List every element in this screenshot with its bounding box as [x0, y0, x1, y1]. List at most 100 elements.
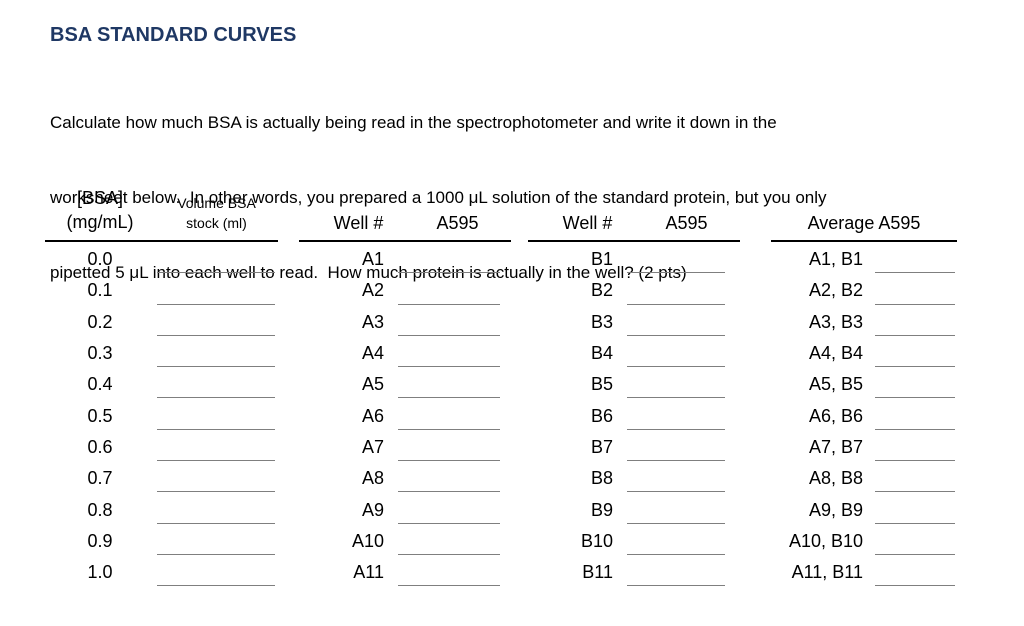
average-blank-line — [875, 428, 955, 430]
well-b-label: B6 — [590, 405, 613, 426]
a595-blank-line — [627, 491, 725, 493]
average-blank-line — [875, 397, 955, 399]
table-row: A2, B2 — [771, 275, 957, 306]
volume-blank-line — [157, 491, 275, 493]
well-a-rows: A1 A2 A3 A4 A5 A6 A7 — [299, 244, 511, 588]
well-a-label: A11 — [353, 562, 384, 583]
instructions-line: Calculate how much BSA is actually being… — [50, 113, 777, 132]
table-row: 0.2 — [45, 307, 278, 338]
a595-blank-line — [398, 491, 500, 493]
a595-blank-line — [627, 460, 725, 462]
average-blank-line — [875, 491, 955, 493]
volume-blank-line — [157, 585, 275, 587]
well-a-label: A3 — [361, 311, 384, 332]
average-wells-label: A3, B3 — [808, 311, 863, 332]
bsa-concentration-label: 0.3 — [87, 343, 113, 364]
table-row: A2 — [299, 275, 511, 306]
volume-header-line2: stock (ml) — [186, 215, 247, 231]
table-row: B10 — [528, 526, 740, 557]
bsa-concentration-label: 0.9 — [87, 530, 113, 551]
average-blank-line — [875, 553, 955, 555]
header-rule — [771, 240, 957, 242]
a595-blank-line — [627, 553, 725, 555]
instructions-paragraph: Calculate how much BSA is actually being… — [50, 60, 990, 335]
a595-blank-line — [398, 334, 500, 336]
volume-blank-line — [157, 522, 275, 524]
table-row: 0.1 — [45, 275, 278, 306]
a595-blank-line — [398, 553, 500, 555]
average-blank-line — [875, 585, 955, 587]
average-blank-line — [875, 272, 955, 274]
well-a-label: A10 — [351, 530, 384, 551]
table-row: A1 — [299, 244, 511, 275]
volume-blank-line — [157, 460, 275, 462]
well-b-rows: B1 B2 B3 B4 B5 B6 B7 — [528, 244, 740, 588]
well-b-label: B3 — [590, 311, 613, 332]
average-wells-label: A5, B5 — [808, 374, 863, 395]
average-wells-label: A8, B8 — [808, 468, 863, 489]
well-b-table-header: Well # A595 — [528, 188, 740, 240]
table-row: A11, B11 — [771, 557, 957, 588]
table-row: A10, B10 — [771, 526, 957, 557]
a595-blank-line — [627, 366, 725, 368]
well-a-label: A2 — [361, 280, 384, 301]
table-row: A1, B1 — [771, 244, 957, 275]
volume-stock-header: Volume BSA stock (ml) — [155, 193, 278, 240]
average-blank-line — [875, 460, 955, 462]
well-a-label: A4 — [361, 343, 384, 364]
well-b-label: B10 — [580, 530, 613, 551]
table-row: B9 — [528, 494, 740, 525]
average-blank-line — [875, 366, 955, 368]
average-wells-label: A4, B4 — [808, 343, 863, 364]
well-b-label: B4 — [590, 343, 613, 364]
a595-blank-line — [398, 460, 500, 462]
table-row: 0.3 — [45, 338, 278, 369]
well-b-label: B7 — [590, 436, 613, 457]
table-row: B2 — [528, 275, 740, 306]
bsa-concentration-label: 0.6 — [87, 436, 113, 457]
table-row: 0.4 — [45, 369, 278, 400]
average-blank-line — [875, 522, 955, 524]
volume-blank-line — [157, 397, 275, 399]
bsa-concentration-label: 0.1 — [87, 280, 113, 301]
a595-blank-line — [398, 272, 500, 274]
well-b-label: B8 — [590, 468, 613, 489]
average-rows: A1, B1 A2, B2 A3, B3 A4, B4 A5, B5 A6, B… — [771, 244, 957, 588]
average-wells-label: A2, B2 — [808, 280, 863, 301]
table-row: B7 — [528, 432, 740, 463]
average-wells-label: A1, B1 — [808, 249, 863, 270]
bsa-concentration-label: 0.2 — [87, 311, 113, 332]
volume-blank-line — [157, 366, 275, 368]
average-wells-label: A6, B6 — [808, 405, 863, 426]
table-row: A7, B7 — [771, 432, 957, 463]
well-b-label: B9 — [590, 499, 613, 520]
bsa-concentration-label: 0.4 — [87, 374, 113, 395]
table-row: A5 — [299, 369, 511, 400]
bsa-volume-table-header: [BSA] (mg/mL) Volume BSA stock (ml) — [45, 188, 278, 240]
table-row: A9 — [299, 494, 511, 525]
table-row: 0.6 — [45, 432, 278, 463]
well-b-label: B2 — [590, 280, 613, 301]
table-row: A10 — [299, 526, 511, 557]
a595-blank-line — [398, 428, 500, 430]
bsa-concentration-label: 0.5 — [87, 405, 113, 426]
table-row: B8 — [528, 463, 740, 494]
volume-blank-line — [157, 272, 275, 274]
table-row: A6 — [299, 400, 511, 431]
bsa-header-line2: (mg/mL) — [66, 212, 134, 232]
a595-blank-line — [627, 522, 725, 524]
bsa-concentration-label: 0.0 — [87, 249, 113, 270]
a595-blank-line — [398, 585, 500, 587]
well-a-label: A5 — [361, 374, 384, 395]
table-row: A4, B4 — [771, 338, 957, 369]
table-row: 0.9 — [45, 526, 278, 557]
average-wells-label: A11, B11 — [791, 562, 863, 583]
well-number-header: Well # — [562, 213, 613, 233]
a595-blank-line — [398, 522, 500, 524]
well-a-table-header: Well # A595 — [299, 188, 511, 240]
bsa-concentration-label: 1.0 — [87, 562, 113, 583]
header-rule — [45, 240, 278, 242]
volume-blank-line — [157, 303, 275, 305]
well-a-label: A6 — [361, 405, 384, 426]
